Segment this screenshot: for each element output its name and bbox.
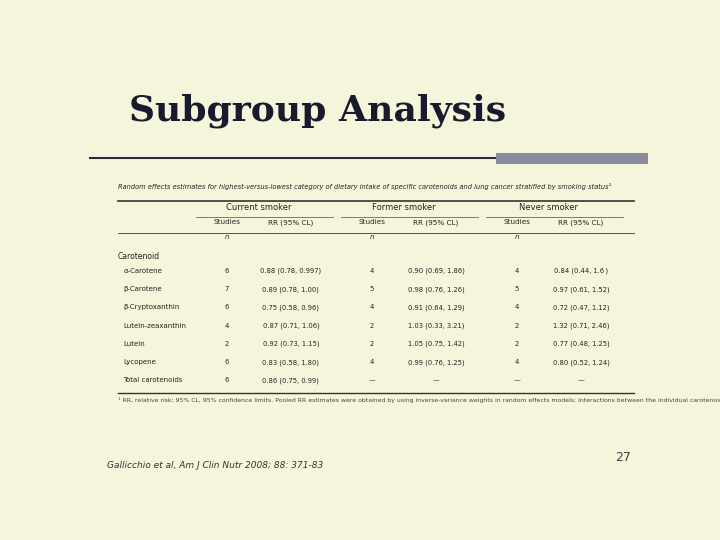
Text: 6: 6 [225,359,229,365]
Text: 5: 5 [369,286,374,292]
Text: 2: 2 [225,341,229,347]
Text: 1.32 (0.71, 2.46): 1.32 (0.71, 2.46) [553,322,609,329]
Text: 7: 7 [225,286,229,292]
Text: 0.88 (0.78, 0.997): 0.88 (0.78, 0.997) [261,268,321,274]
Text: 0.80 (0.52, 1.24): 0.80 (0.52, 1.24) [553,359,609,366]
Text: Subgroup Analysis: Subgroup Analysis [129,94,506,129]
Text: 0.84 (0.44, 1.6 ): 0.84 (0.44, 1.6 ) [554,268,608,274]
Text: 0.98 (0.76, 1.26): 0.98 (0.76, 1.26) [408,286,464,293]
Text: 0.72 (0.47, 1.12): 0.72 (0.47, 1.12) [553,305,609,311]
Text: Lycopene: Lycopene [124,359,156,365]
Text: 6: 6 [225,305,229,310]
Text: Never smoker: Never smoker [519,203,578,212]
Text: Total carotenoids: Total carotenoids [124,377,183,383]
Text: 4: 4 [515,268,519,274]
Text: Random effects estimates for highest-versus-lowest category of dietary intake of: Random effects estimates for highest-ver… [118,183,611,190]
Text: Studies: Studies [359,219,385,225]
Text: —: — [369,377,375,383]
Text: Former smoker: Former smoker [372,203,436,212]
Text: 4: 4 [369,305,374,310]
Text: 0.97 (0.61, 1.52): 0.97 (0.61, 1.52) [553,286,609,293]
Text: 6: 6 [225,268,229,274]
Text: α-Carotene: α-Carotene [124,268,162,274]
Text: 4: 4 [369,268,374,274]
Text: 0.77 (0.48, 1.25): 0.77 (0.48, 1.25) [553,341,609,347]
Text: 1.05 (0.75, 1.42): 1.05 (0.75, 1.42) [408,341,464,347]
Text: RR (95% CL): RR (95% CL) [269,219,313,226]
Text: n: n [369,234,374,240]
Text: 0.91 (0.64, 1.29): 0.91 (0.64, 1.29) [408,305,464,311]
Text: 4: 4 [515,305,519,310]
Text: 6: 6 [225,377,229,383]
Text: 2: 2 [369,322,374,329]
Text: 2: 2 [515,322,519,329]
Text: ¹ RR, relative risk; 95% CL, 95% confidence limits. Pooled RR estimates were obt: ¹ RR, relative risk; 95% CL, 95% confide… [118,397,720,403]
Text: 2: 2 [515,341,519,347]
Text: Lutein: Lutein [124,341,145,347]
FancyBboxPatch shape [496,153,648,164]
Text: RR (95% CL): RR (95% CL) [413,219,459,226]
Text: 0.99 (0.76, 1.25): 0.99 (0.76, 1.25) [408,359,464,366]
Text: 0.87 (0.71, 1.06): 0.87 (0.71, 1.06) [263,322,319,329]
Text: —: — [577,377,585,383]
Text: 27: 27 [616,451,631,464]
Text: 0.83 (0.58, 1.80): 0.83 (0.58, 1.80) [262,359,320,366]
Text: 2: 2 [369,341,374,347]
Text: β-Carotene: β-Carotene [124,286,162,292]
Text: 0.86 (0.75, 0.99): 0.86 (0.75, 0.99) [263,377,319,384]
Text: Carotenoid: Carotenoid [118,252,160,261]
Text: n: n [515,234,519,240]
Text: 0.90 (0.69, 1.86): 0.90 (0.69, 1.86) [408,268,464,274]
Text: 0.92 (0.73, 1.15): 0.92 (0.73, 1.15) [263,341,319,347]
Text: 4: 4 [515,359,519,365]
Text: Studies: Studies [213,219,240,225]
Text: —: — [513,377,521,383]
Text: —: — [433,377,439,383]
Text: Gallicchio et al, Am J Clin Nutr 2008; 88: 371-83: Gallicchio et al, Am J Clin Nutr 2008; 8… [107,461,323,470]
Text: 4: 4 [225,322,229,329]
Text: Studies: Studies [503,219,531,225]
Text: RR (95% CL): RR (95% CL) [559,219,603,226]
Text: Lutein-zeaxanthin: Lutein-zeaxanthin [124,322,186,329]
Text: 0.75 (0.58, 0.96): 0.75 (0.58, 0.96) [262,305,320,311]
Text: Current smoker: Current smoker [226,203,292,212]
Text: β-Cryptoxanthin: β-Cryptoxanthin [124,305,180,310]
Text: 4: 4 [369,359,374,365]
Text: n: n [225,234,229,240]
Text: 5: 5 [515,286,519,292]
Text: 1.03 (0.33, 3.21): 1.03 (0.33, 3.21) [408,322,464,329]
Text: 0.89 (0.78, 1.00): 0.89 (0.78, 1.00) [263,286,319,293]
